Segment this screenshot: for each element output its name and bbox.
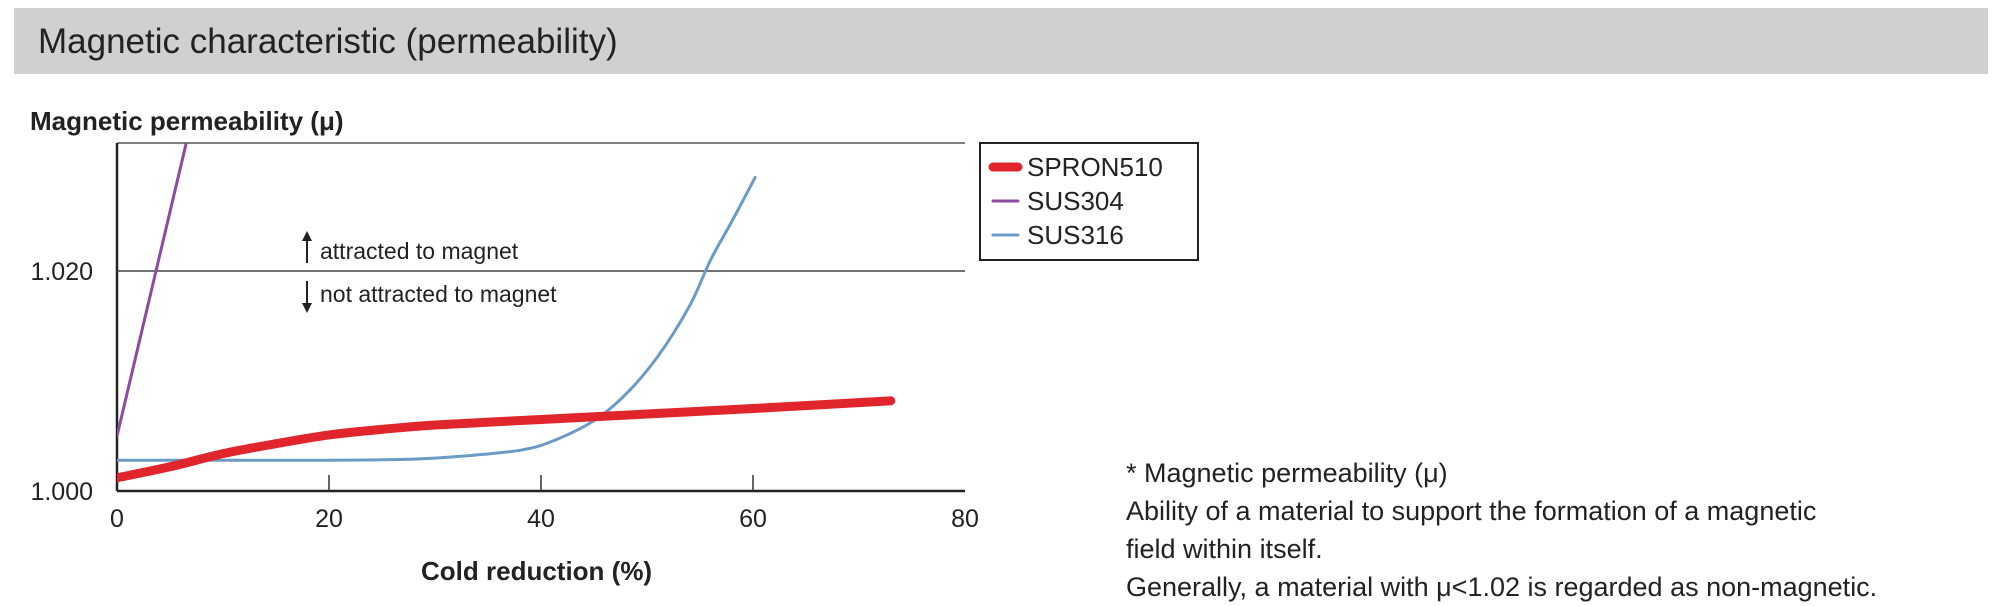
series-line-spron510 [117,396,896,483]
y-tick-label: 1.000 [30,478,93,506]
x-tick-label: 40 [527,505,555,533]
note-heading: * Magnetic permeability (μ) [1126,458,1448,488]
y-tick-label: 1.020 [30,258,93,286]
x-tick-label: 0 [110,505,124,533]
annotation-not-attracted: not attracted to magnet [320,281,557,307]
legend-label-spron510: SPRON510 [1027,152,1163,182]
x-axis-label: Cold reduction (%) [421,556,653,586]
note-line-2: field within itself. [1126,534,1323,564]
legend-label-sus316: SUS316 [1027,220,1124,250]
series-line-sus304 [117,143,188,438]
arrow-down-icon [302,281,312,313]
page-header: Magnetic characteristic (permeability) [14,8,1988,74]
x-tick-label: 60 [739,505,767,533]
annotation-attracted: attracted to magnet [320,238,519,264]
x-tick-label: 80 [951,505,979,533]
legend-label-sus304: SUS304 [1027,186,1124,216]
note-line-1: Ability of a material to support the for… [1126,496,1817,526]
x-tick-label: 20 [315,505,343,533]
note-line-3: Generally, a material with μ<1.02 is reg… [1126,572,1878,602]
page-title: Magnetic characteristic (permeability) [38,22,618,61]
arrow-up-icon [302,231,312,263]
permeability-note: * Magnetic permeability (μ) Ability of a… [1126,454,1986,606]
y-axis-label: Magnetic permeability (μ) [30,106,344,136]
series-line-sus316 [117,176,757,462]
